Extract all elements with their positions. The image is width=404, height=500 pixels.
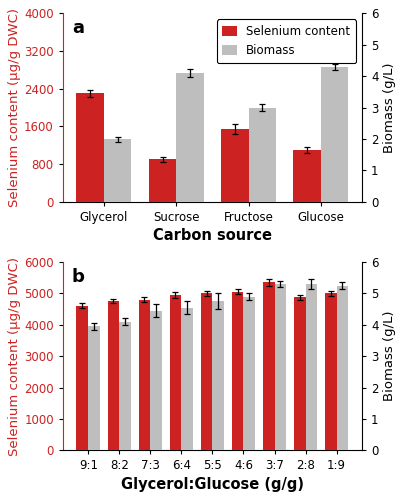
Bar [149, 160, 176, 202]
Bar [321, 66, 348, 202]
Bar [107, 301, 119, 450]
Bar [150, 310, 162, 450]
Bar [88, 326, 100, 450]
Y-axis label: Selenium content (μg/g DWC): Selenium content (μg/g DWC) [8, 8, 21, 207]
Bar [76, 306, 88, 450]
Bar [244, 296, 255, 450]
Bar [181, 308, 193, 450]
Bar [76, 94, 104, 202]
Bar [263, 282, 274, 450]
Bar [305, 284, 317, 450]
Bar [231, 292, 244, 450]
Bar [119, 322, 131, 450]
X-axis label: Carbon source: Carbon source [153, 228, 272, 243]
Bar [294, 297, 305, 450]
Bar [201, 294, 213, 450]
Y-axis label: Biomass (g/L): Biomass (g/L) [383, 311, 396, 402]
Text: b: b [72, 268, 85, 285]
Bar [325, 294, 337, 450]
Y-axis label: Biomass (g/L): Biomass (g/L) [383, 62, 396, 153]
Bar [337, 286, 348, 450]
Legend: Selenium content, Biomass: Selenium content, Biomass [217, 19, 356, 63]
Bar [274, 284, 286, 450]
Text: a: a [72, 19, 84, 37]
Y-axis label: Selenium content (μg/g DWC): Selenium content (μg/g DWC) [8, 256, 21, 456]
Bar [248, 108, 276, 202]
Bar [213, 301, 224, 450]
Bar [293, 150, 321, 202]
Bar [176, 73, 204, 202]
Bar [139, 300, 150, 450]
Bar [170, 295, 181, 450]
Bar [104, 139, 131, 202]
X-axis label: Glycerol:Glucose (g/g): Glycerol:Glucose (g/g) [121, 476, 304, 492]
Bar [221, 129, 248, 202]
